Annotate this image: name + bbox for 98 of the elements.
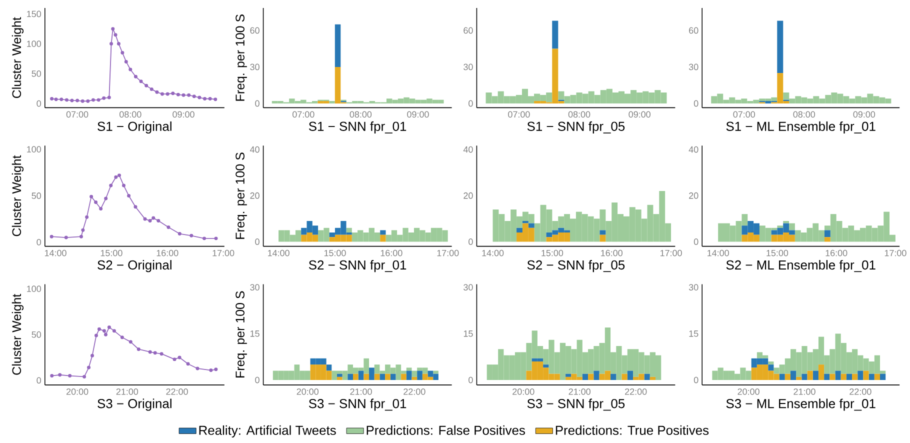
y-tick-label: 30 — [464, 64, 473, 70]
x-tick-label: 16:00 — [380, 250, 402, 256]
x-axis-title: S1 − SNN fpr_01 — [308, 122, 406, 134]
x-tick-label: 16:00 — [601, 250, 622, 256]
y-tick-label: 40 — [463, 146, 473, 153]
x-axis-title: S2 − SNN fpr_05 — [527, 260, 625, 272]
x-tick-label: 14:00 — [482, 250, 504, 256]
x-tick-label: 20:00 — [66, 388, 88, 395]
y-tick-label: 0 — [468, 376, 473, 384]
x-tick-label: 17:00 — [212, 250, 234, 256]
x-tick-label: 15:00 — [100, 250, 122, 256]
x-tick-label: 09:00 — [407, 111, 429, 118]
x-tick-label: 22:00 — [166, 388, 188, 395]
x-tick-label: 08:00 — [350, 111, 372, 118]
x-axis-title: S1 − ML Ensemble fpr_01 — [726, 122, 876, 134]
y-tick-label: 30 — [688, 284, 698, 291]
y-tick-label: 20 — [689, 192, 698, 199]
x-tick-label: 21:00 — [116, 388, 138, 395]
y-tick-label: 100 — [27, 146, 42, 153]
x-tick-label: 22:00 — [850, 388, 872, 395]
y-tick-label: 0 — [694, 100, 698, 107]
y-tick-label: 50 — [32, 192, 42, 200]
y-tick-label: 100 — [27, 286, 42, 292]
y-tick-label: 0 — [36, 239, 42, 246]
y-axis-title: Cluster Weight — [12, 155, 24, 236]
x-tick-label: 15:00 — [542, 250, 564, 256]
y-tick-label: 30 — [464, 284, 473, 291]
y-tick-label: 150 — [27, 10, 42, 18]
x-axis-title: S2 − Original — [98, 260, 172, 272]
y-tick-label: 60 — [464, 27, 473, 34]
y-axis-title: Freq. per 100 S — [236, 14, 247, 101]
x-tick-label: 21:00 — [350, 388, 372, 395]
x-tick-label: 08:00 — [793, 111, 816, 118]
y-axis-title: Freq. per 100 S — [236, 291, 247, 378]
x-tick-label: 17:00 — [884, 250, 906, 256]
y-tick-label: 15 — [464, 330, 473, 337]
y-tick-label: 0 — [36, 377, 42, 384]
x-axis-title: S2 − ML Ensemble fpr_01 — [726, 260, 876, 272]
x-tick-label: 09:00 — [172, 111, 194, 118]
x-axis-title: S1 − SNN fpr_05 — [527, 122, 625, 134]
x-tick-label: 21:00 — [794, 388, 816, 395]
y-tick-label: 20 — [464, 192, 473, 199]
y-tick-label: 0 — [468, 100, 473, 107]
x-tick-label: 17:00 — [660, 250, 682, 256]
x-axis-title: S3 − SNN fpr_01 — [308, 398, 406, 411]
x-axis-title: S3 − SNN fpr_05 — [527, 398, 625, 411]
x-tick-label: 21:00 — [568, 388, 590, 395]
x-tick-label: 16:00 — [826, 250, 848, 256]
x-tick-label: 14:00 — [708, 250, 729, 256]
y-tick-label: 0 — [694, 238, 698, 245]
x-tick-label: 22:00 — [625, 388, 647, 395]
y-tick-label: 30 — [688, 64, 698, 70]
x-axis-title: S1 − Original — [98, 122, 172, 134]
legend-label: Predictions: False Positives — [366, 425, 525, 436]
x-tick-label: 08:00 — [120, 111, 142, 118]
x-tick-label: 16:00 — [156, 250, 178, 256]
x-tick-label: 14:00 — [268, 250, 290, 256]
y-tick-label: 40 — [250, 146, 260, 153]
x-tick-label: 22:00 — [404, 388, 426, 395]
x-axis-title: S2 − SNN fpr_01 — [308, 260, 406, 272]
x-tick-label: 07:00 — [66, 111, 88, 118]
x-tick-label: 07:00 — [733, 111, 756, 118]
x-tick-label: 20:00 — [738, 388, 760, 395]
y-tick-label: 100 — [27, 40, 42, 48]
x-tick-label: 09:00 — [853, 111, 876, 118]
x-tick-label: 15:00 — [324, 250, 346, 256]
y-tick-label: 0 — [468, 238, 473, 245]
x-axis-title: S3 − ML Ensemble fpr_01 — [726, 398, 876, 411]
y-axis-title: Cluster Weight — [12, 294, 24, 375]
x-tick-label: 20:00 — [512, 388, 534, 395]
y-tick-label: 60 — [250, 27, 260, 34]
x-axis-title: S3 − Original — [98, 398, 172, 411]
y-tick-label: 0 — [255, 100, 260, 107]
y-tick-label: 40 — [688, 146, 698, 153]
x-tick-label: 08:00 — [568, 111, 590, 118]
legend-label: Reality: Artificial Tweets — [199, 425, 336, 438]
y-tick-label: 50 — [32, 332, 42, 338]
y-tick-label: 15 — [689, 330, 698, 337]
y-tick-label: 15 — [250, 330, 260, 337]
y-tick-label: 60 — [689, 27, 698, 34]
x-tick-label: 15:00 — [766, 250, 788, 256]
y-tick-label: 0 — [694, 376, 698, 384]
y-tick-label: 20 — [250, 192, 260, 199]
x-tick-label: 07:00 — [508, 111, 530, 118]
y-tick-label: 30 — [250, 64, 260, 70]
legend-label: Predictions: True Positives — [556, 425, 709, 436]
x-tick-label: 09:00 — [628, 111, 650, 118]
x-tick-label: 17:00 — [437, 250, 459, 256]
x-tick-label: 20:00 — [296, 388, 318, 395]
y-tick-label: 0 — [255, 238, 260, 245]
x-tick-label: 14:00 — [44, 250, 66, 256]
y-axis-title: Cluster Weight — [12, 17, 24, 98]
y-axis-title: Freq. per 100 S — [236, 152, 247, 239]
y-tick-label: 30 — [250, 284, 260, 291]
x-tick-label: 07:00 — [292, 111, 314, 118]
y-tick-label: 50 — [32, 70, 42, 77]
y-tick-label: 0 — [36, 100, 42, 107]
y-tick-label: 0 — [255, 376, 260, 384]
